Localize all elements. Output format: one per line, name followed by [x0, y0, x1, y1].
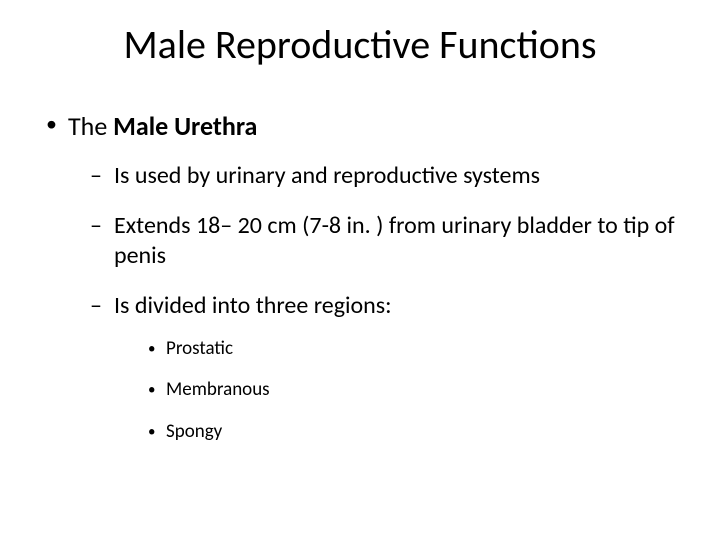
bullet-level3: Spongy — [144, 420, 680, 444]
slide-body: The Male Urethra Is used by urinary and … — [40, 110, 680, 464]
bullet-level3: Membranous — [144, 378, 680, 402]
bullet-level2: Is used by urinary and reproductive syst… — [86, 161, 680, 191]
bullet1-prefix: The — [68, 110, 113, 142]
bullet-level2: Is divided into three regions: Prostatic… — [86, 291, 680, 444]
slide: Male Reproductive Functions The Male Ure… — [0, 0, 720, 540]
bullet-level2: Extends 18– 20 cm (7-8 in. ) from urinar… — [86, 211, 680, 271]
bullet-level1: The Male Urethra Is used by urinary and … — [40, 110, 680, 444]
bullet-text: Is divided into three regions: — [114, 291, 392, 320]
bullet-level3: Prostatic — [144, 337, 680, 361]
slide-title: Male Reproductive Functions — [0, 20, 720, 69]
bullet1-bold: Male Urethra — [113, 110, 257, 142]
